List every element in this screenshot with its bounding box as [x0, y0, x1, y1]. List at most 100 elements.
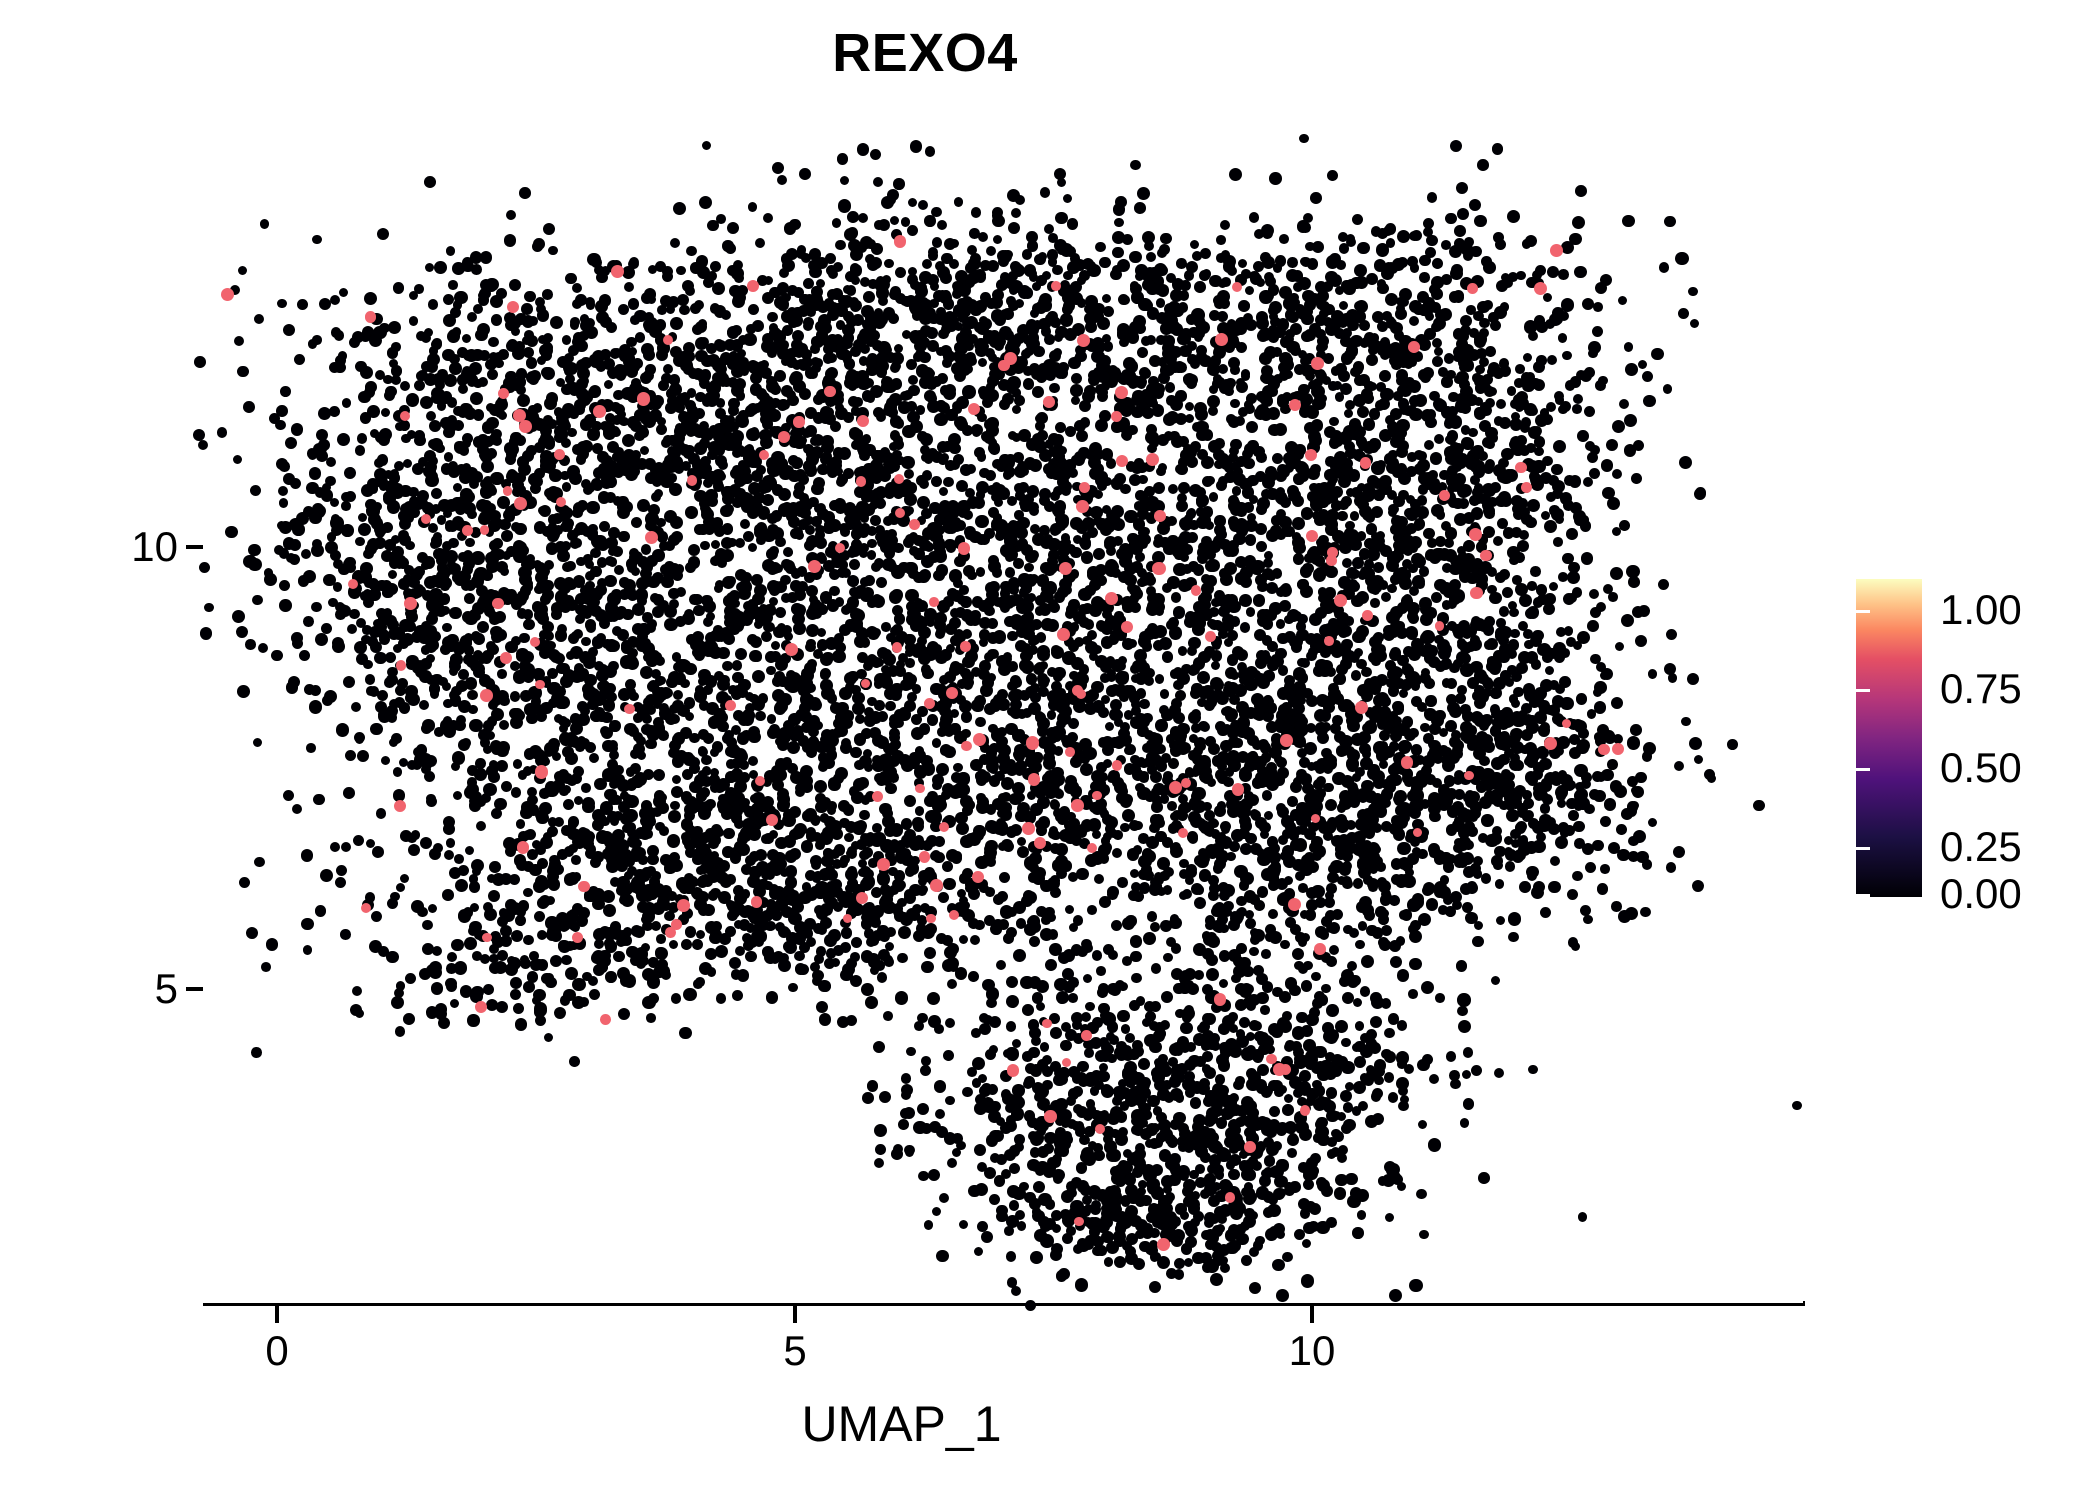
- data-point-zero: [1204, 520, 1215, 531]
- data-point-high: [396, 660, 407, 671]
- data-point-zero: [1097, 386, 1109, 398]
- data-point-zero: [858, 502, 870, 514]
- data-point-zero: [303, 616, 314, 627]
- data-point-zero: [509, 691, 521, 702]
- data-point-zero: [810, 335, 824, 349]
- data-point-zero: [693, 442, 707, 455]
- data-point-zero: [1315, 328, 1326, 340]
- data-point-zero: [622, 434, 636, 448]
- data-point-zero: [1128, 473, 1142, 487]
- data-point-zero: [1446, 369, 1456, 379]
- data-point-zero: [491, 428, 502, 439]
- data-point-zero: [853, 397, 863, 407]
- data-point-zero: [440, 463, 453, 475]
- data-point-zero: [1611, 468, 1622, 479]
- data-point-zero: [1012, 404, 1022, 414]
- data-point-zero: [306, 743, 316, 753]
- data-point-zero: [1482, 300, 1493, 311]
- data-point-zero: [449, 353, 460, 364]
- data-point-zero: [1493, 416, 1504, 426]
- data-point-high: [492, 597, 504, 610]
- data-point-zero: [900, 217, 911, 227]
- data-point-zero: [314, 487, 326, 498]
- x-ticklabel-10: 10: [1288, 1327, 1336, 1374]
- data-point-zero: [1388, 503, 1399, 515]
- data-point-zero: [722, 660, 733, 672]
- data-point-zero: [636, 499, 650, 513]
- data-point-zero: [1069, 253, 1081, 264]
- data-point-zero: [399, 380, 411, 392]
- data-point-zero: [727, 377, 739, 388]
- data-point-high: [514, 496, 528, 510]
- data-point-zero: [1575, 693, 1588, 705]
- data-point-zero: [406, 430, 417, 440]
- data-point-zero: [1085, 295, 1099, 308]
- data-point-zero: [1317, 482, 1331, 495]
- data-point-zero: [1040, 368, 1052, 380]
- data-point-zero: [1586, 451, 1598, 463]
- data-point-zero: [1663, 384, 1673, 394]
- data-point-zero: [1008, 285, 1019, 295]
- data-point-zero: [467, 510, 477, 520]
- data-point-zero: [459, 636, 472, 650]
- data-point-zero: [1459, 314, 1472, 327]
- data-point-zero: [284, 437, 297, 450]
- data-point-zero: [473, 378, 484, 389]
- data-point-zero: [1238, 594, 1252, 608]
- data-point-zero: [453, 405, 464, 417]
- data-point-zero: [889, 215, 900, 225]
- data-point-zero: [461, 366, 472, 377]
- data-point-high: [592, 405, 606, 418]
- data-point-zero: [393, 483, 403, 494]
- data-point-zero: [982, 397, 994, 409]
- data-point-zero: [723, 503, 734, 515]
- data-point-zero: [298, 650, 310, 661]
- data-point-zero: [1434, 535, 1446, 547]
- data-point-zero: [381, 407, 391, 418]
- data-point-zero: [706, 383, 717, 394]
- data-point-zero: [702, 684, 713, 695]
- data-point-zero: [1174, 412, 1187, 425]
- data-point-zero: [494, 629, 507, 642]
- data-point-zero: [425, 473, 439, 487]
- data-point-zero: [1349, 511, 1360, 521]
- data-point-zero: [1478, 328, 1489, 339]
- data-point-zero: [485, 527, 495, 537]
- data-point-zero: [612, 466, 625, 478]
- data-point-zero: [1394, 307, 1407, 320]
- data-point-zero: [768, 326, 781, 339]
- data-point-zero: [565, 272, 577, 284]
- data-point-zero: [1185, 456, 1198, 468]
- data-point-zero: [458, 552, 469, 563]
- data-point-zero: [1546, 265, 1560, 279]
- data-point-zero: [1369, 333, 1379, 343]
- data-point-zero: [968, 228, 980, 239]
- data-point-zero: [1339, 624, 1352, 637]
- data-point-zero: [778, 340, 789, 351]
- data-point-zero: [1423, 297, 1435, 309]
- data-point-zero: [442, 622, 452, 633]
- data-point-zero: [867, 462, 880, 474]
- data-point-zero: [428, 419, 442, 432]
- data-point-zero: [433, 548, 446, 561]
- data-point-zero: [329, 362, 341, 374]
- data-point-zero: [549, 469, 562, 482]
- data-point-zero: [804, 524, 815, 535]
- data-point-zero: [676, 294, 690, 307]
- data-point-zero: [296, 299, 308, 310]
- data-point-zero: [1304, 298, 1317, 311]
- data-point-zero: [1567, 570, 1581, 584]
- data-point-zero: [365, 498, 377, 511]
- data-point-zero: [1121, 407, 1132, 418]
- data-point-zero: [1316, 298, 1328, 310]
- data-point-zero: [1383, 224, 1394, 235]
- data-point-zero: [440, 500, 450, 510]
- data-point-zero: [1417, 459, 1430, 472]
- data-point-zero: [624, 678, 636, 690]
- data-point-zero: [1485, 345, 1496, 357]
- data-point-zero: [766, 665, 776, 675]
- data-point-zero: [1170, 398, 1183, 412]
- data-point-zero: [824, 253, 836, 265]
- data-point-zero: [321, 489, 334, 502]
- data-point-zero: [355, 445, 366, 456]
